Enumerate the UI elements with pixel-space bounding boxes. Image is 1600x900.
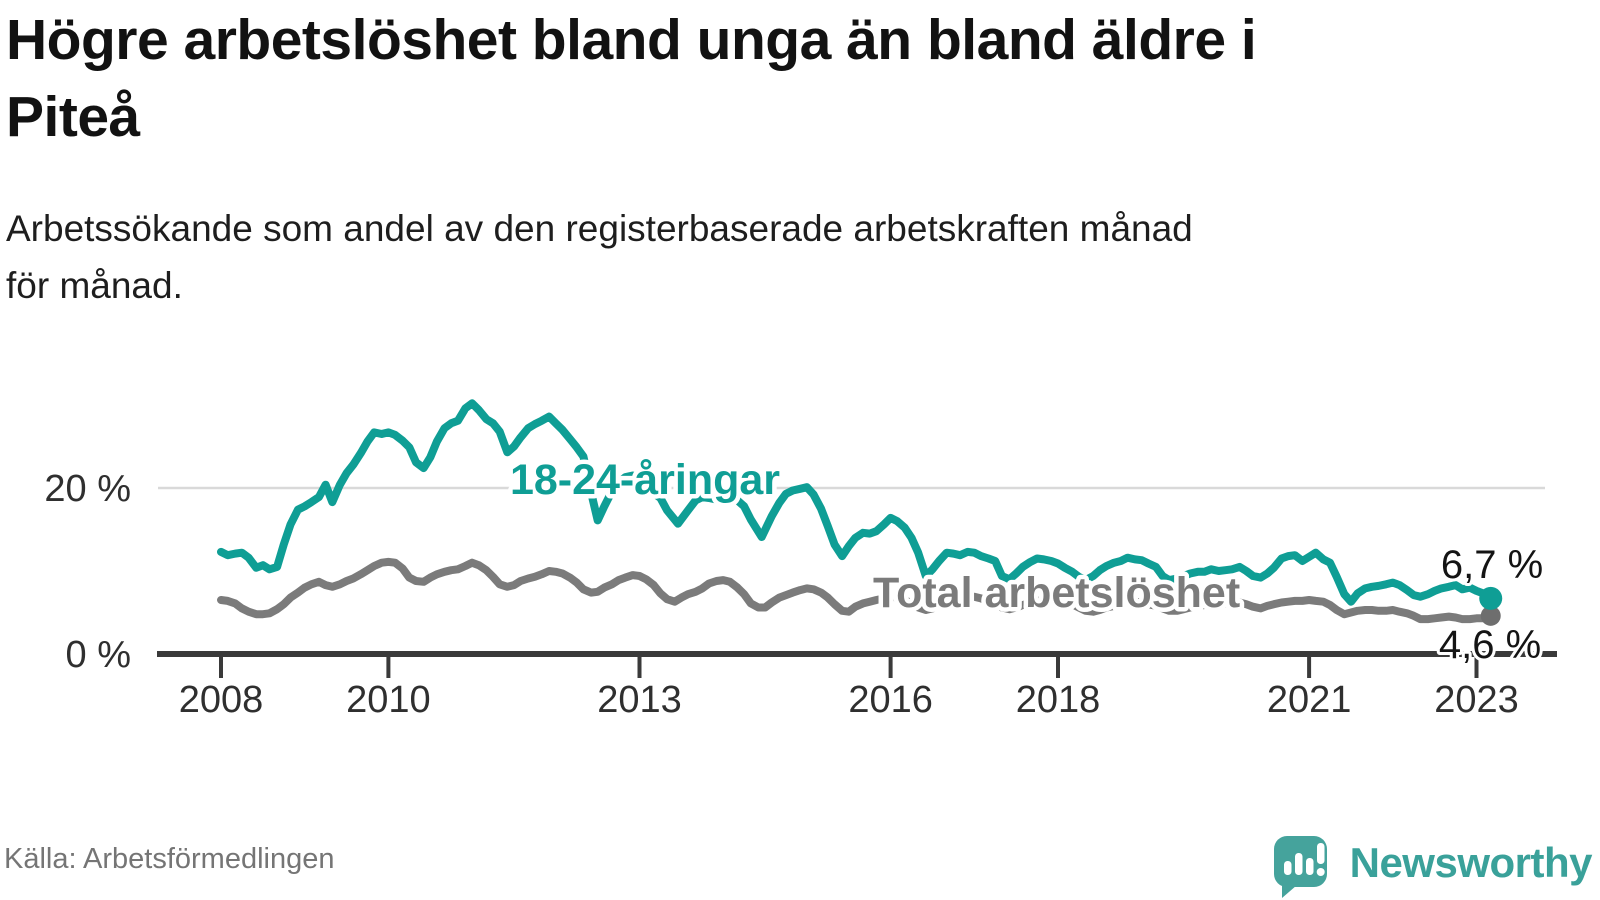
x-tick-label-2018: 2018 [1016,679,1101,721]
brand-name: Newsworthy [1349,839,1593,886]
chart-subtitle: Arbetssökande som andel av den registerb… [6,200,1193,314]
end-value-label-young: 6,7 % [1441,543,1543,587]
x-tick-label-2023: 2023 [1434,679,1519,721]
y-tick-label-0: 0 % [66,634,131,676]
y-tick-label-20: 20 % [44,468,131,510]
newsworthy-logo: Newsworthy [1269,826,1593,900]
end-dot-total [1480,605,1501,626]
x-tick-label-2010: 2010 [346,679,431,721]
x-tick-label-2008: 2008 [179,679,264,721]
page-title: Högre arbetslöshet bland unga än bland ä… [6,2,1257,156]
chart-plot-area: 0 % 20 % 2008 2010 2013 2016 2018 2021 2023 [44,399,1557,721]
series-label-total: Total arbetslöshet [873,569,1240,617]
x-tick-label-2013: 2013 [597,679,682,721]
x-tick-label-2021: 2021 [1267,679,1352,721]
series-line-total [217,557,1495,624]
source-note: Källa: Arbetsförmedlingen [4,843,335,875]
series-line-young [217,399,1495,606]
page-title-line1: Högre arbetslöshet bland unga än bland ä… [6,8,1257,72]
chart-subtitle-line1: Arbetssökande som andel av den registerb… [6,208,1193,249]
end-value-label-total: 4,6 % [1439,623,1541,667]
x-tick-label-2016: 2016 [848,679,933,721]
speech-bubble-bar-chart-icon [1273,836,1327,898]
series-label-young: 18-24-åringar [510,456,780,504]
chart-subtitle-line2: för månad. [6,265,183,306]
page-title-line2: Piteå [6,85,140,149]
end-dot-young [1479,586,1503,610]
